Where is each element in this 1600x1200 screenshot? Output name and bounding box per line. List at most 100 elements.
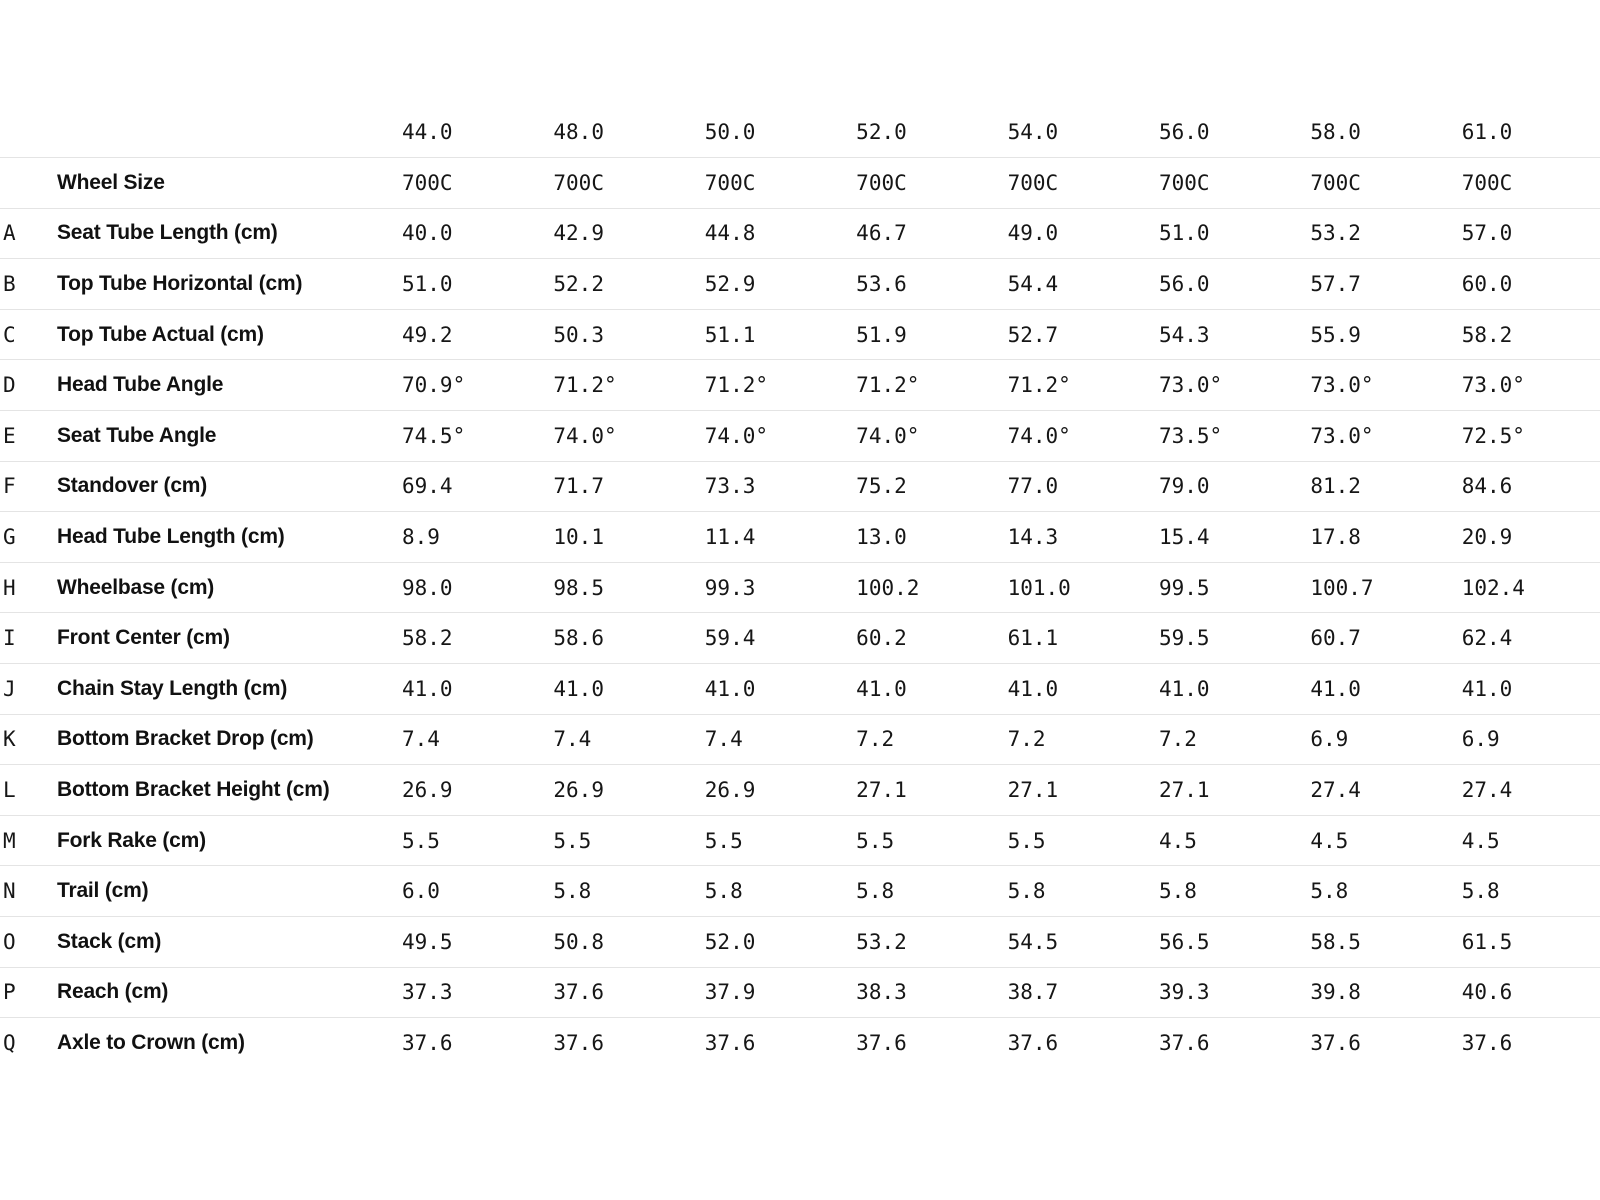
value-cell: 41.0 <box>704 676 756 701</box>
size-header-56.0: 56.0 <box>1158 120 1210 144</box>
geometry-row: I Front Center (cm) 58.2 58.6 59.4 60.2 61.1 59… <box>0 612 1600 663</box>
geometry-row: O Stack (cm) 49.5 50.8 52.0 53.2 54.5 56.5 58.5 6… <box>0 915 1600 967</box>
value-cell: 100.7 <box>1310 575 1374 600</box>
value-cell: 5.8 <box>1158 879 1197 904</box>
value-cell: 58.6 <box>553 626 604 651</box>
value-cell: 4.5 <box>1158 828 1197 853</box>
value-cell: 79.0 <box>1158 474 1210 499</box>
value-cell: 77.0 <box>1007 474 1059 499</box>
value-cell: 81.2 <box>1310 474 1361 499</box>
value-cell: 700C <box>704 170 756 195</box>
value-cell: 56.5 <box>1158 929 1210 954</box>
row-label: Wheel Size <box>57 170 165 194</box>
value-cell: 49.0 <box>1007 221 1059 246</box>
row-label: Seat Tube Angle <box>57 423 217 447</box>
geometry-row: Wheel Size 700C 700C 700C 700C 700C 700C 700C 70… <box>0 157 1600 208</box>
row-label: Stack (cm) <box>57 929 162 953</box>
value-cell: 84.6 <box>1461 474 1513 499</box>
value-cell: 44.8 <box>704 221 756 246</box>
value-cell: 50.8 <box>553 929 604 954</box>
geometry-row: K Bottom Bracket Drop (cm) 7.4 7.4 7.4 7.2 7.2… <box>0 713 1600 765</box>
value-cell: 39.8 <box>1310 980 1361 1005</box>
value-cell: 100.2 <box>856 575 920 600</box>
value-cell: 26.9 <box>704 777 756 802</box>
value-cell: 38.3 <box>856 980 907 1005</box>
row-letter: D <box>3 373 16 398</box>
value-cell: 7.4 <box>553 727 592 752</box>
value-cell: 73.0° <box>1310 373 1374 398</box>
value-cell: 5.5 <box>402 828 440 853</box>
value-cell: 37.6 <box>553 980 604 1005</box>
value-cell: 37.9 <box>704 980 756 1005</box>
geometry-row: J Chain Stay Length (cm) 41.0 41.0 41.0 41.0 4… <box>0 662 1600 714</box>
value-cell: 41.0 <box>553 676 604 701</box>
value-cell: 71.2° <box>704 373 768 398</box>
size-header-54.0: 54.0 <box>1007 120 1059 144</box>
value-cell: 51.0 <box>1158 221 1210 246</box>
value-cell: 17.8 <box>1310 524 1361 549</box>
value-cell: 53.6 <box>856 271 907 296</box>
value-cell: 71.2° <box>856 373 920 398</box>
value-cell: 98.0 <box>402 575 453 600</box>
value-cell: 20.9 <box>1461 524 1513 549</box>
value-cell: 101.0 <box>1007 575 1071 600</box>
value-cell: 102.4 <box>1461 575 1525 600</box>
value-cell: 6.0 <box>402 879 440 904</box>
value-cell: 4.5 <box>1461 828 1500 853</box>
value-cell: 27.4 <box>1310 777 1361 802</box>
value-cell: 7.4 <box>402 727 440 752</box>
value-cell: 52.7 <box>1007 322 1059 347</box>
value-cell: 74.5° <box>402 423 466 448</box>
row-label: Wheelbase (cm) <box>57 575 215 599</box>
value-cell: 51.1 <box>704 322 756 347</box>
value-cell: 7.4 <box>704 727 743 752</box>
size-header-44.0: 44.0 <box>402 120 453 144</box>
value-cell: 99.5 <box>1158 575 1210 600</box>
value-cell: 56.0 <box>1158 271 1210 296</box>
row-label: Chain Stay Length (cm) <box>57 676 288 700</box>
value-cell: 41.0 <box>1158 676 1210 701</box>
row-letter: Q <box>3 1030 16 1055</box>
row-letter: G <box>3 524 16 549</box>
value-cell: 37.6 <box>402 1030 453 1055</box>
value-cell: 700C <box>856 170 907 195</box>
value-cell: 53.2 <box>1310 221 1361 246</box>
value-cell: 27.1 <box>1158 777 1210 802</box>
value-cell: 700C <box>1461 170 1513 195</box>
value-cell: 40.0 <box>402 221 453 246</box>
geometry-row: A Seat Tube Length (cm) 40.0 42.9 44.8 46.7 49… <box>0 207 1600 259</box>
row-letter: P <box>3 980 16 1005</box>
value-cell: 37.6 <box>1007 1030 1059 1055</box>
value-cell: 49.5 <box>402 929 453 954</box>
value-cell: 37.6 <box>704 1030 756 1055</box>
value-cell: 60.7 <box>1310 626 1361 651</box>
value-cell: 74.0° <box>856 423 920 448</box>
value-cell: 41.0 <box>1007 676 1059 701</box>
value-cell: 41.0 <box>1310 676 1361 701</box>
value-cell: 5.5 <box>704 828 743 853</box>
value-cell: 37.6 <box>553 1030 604 1055</box>
value-cell: 49.2 <box>402 322 453 347</box>
value-cell: 59.4 <box>704 626 756 651</box>
size-header-50.0: 50.0 <box>704 120 756 144</box>
geometry-row: H Wheelbase (cm) 98.0 98.5 99.3 100.2 101.0 99.… <box>0 561 1600 613</box>
value-cell: 73.3 <box>704 474 756 499</box>
value-cell: 10.1 <box>553 524 604 549</box>
value-cell: 51.0 <box>402 271 453 296</box>
value-cell: 39.3 <box>1158 980 1210 1005</box>
row-letter: J <box>3 676 16 701</box>
row-letter: L <box>3 777 16 802</box>
value-cell: 5.5 <box>856 828 895 853</box>
size-header-row: 44.0 48.0 50.0 52.0 54.0 56.0 58.0 61.0 <box>0 0 1600 157</box>
value-cell: 37.6 <box>1158 1030 1210 1055</box>
value-cell: 5.8 <box>1007 879 1046 904</box>
value-cell: 57.0 <box>1461 221 1513 246</box>
geometry-row: F Standover (cm) 69.4 71.7 73.3 75.2 77.0 79.0 8… <box>0 460 1600 512</box>
value-cell: 27.1 <box>1007 777 1059 802</box>
row-letter: I <box>3 626 16 651</box>
value-cell: 41.0 <box>402 676 453 701</box>
value-cell: 53.2 <box>856 929 907 954</box>
value-cell: 59.5 <box>1158 626 1210 651</box>
bike-geometry-table: 44.0 48.0 50.0 52.0 54.0 56.0 58.0 61.0 Wheel S… <box>0 0 1600 1055</box>
row-label: Reach (cm) <box>57 980 169 1004</box>
